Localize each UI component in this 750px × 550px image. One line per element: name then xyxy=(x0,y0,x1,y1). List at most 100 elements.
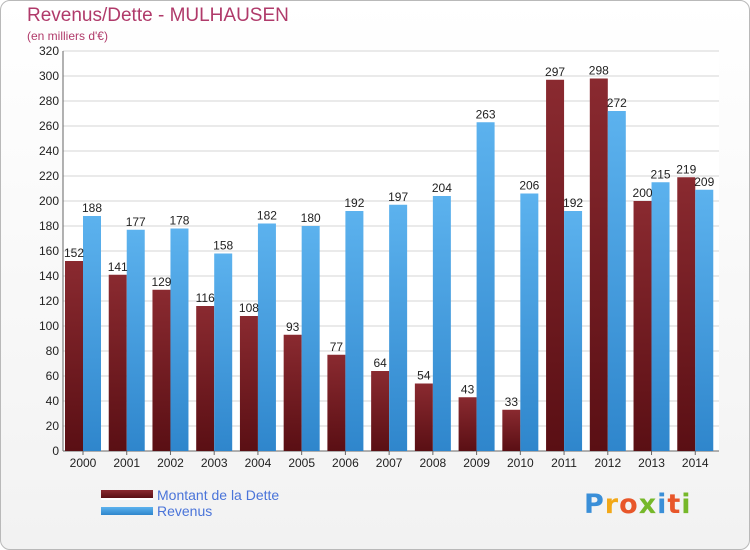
y-tick-label: 180 xyxy=(39,219,59,233)
legend: Montant de la Dette Revenus xyxy=(101,487,279,519)
bar-debt xyxy=(371,371,390,451)
value-label-revenue: 209 xyxy=(694,175,714,189)
bar-debt xyxy=(458,397,477,451)
value-label-revenue: 204 xyxy=(432,181,452,195)
value-label-revenue: 192 xyxy=(563,196,583,210)
y-tick-label: 120 xyxy=(39,294,59,308)
value-label-debt: 77 xyxy=(330,340,344,354)
value-label-debt: 141 xyxy=(108,260,128,274)
value-label-debt: 33 xyxy=(505,395,519,409)
value-label-debt: 43 xyxy=(461,382,475,396)
x-tick-label: 2004 xyxy=(245,456,272,470)
bar-revenue xyxy=(257,223,276,451)
legend-item-debt: Montant de la Dette xyxy=(101,487,279,503)
bar-revenue xyxy=(695,189,714,451)
y-tick-label: 100 xyxy=(39,319,59,333)
bar-debt xyxy=(65,261,83,451)
chart-title: Revenus/Dette - MULHAUSEN xyxy=(27,5,289,26)
bar-debt xyxy=(327,354,346,451)
value-label-revenue: 188 xyxy=(82,201,102,215)
x-tick-label: 2000 xyxy=(70,456,97,470)
bar-debt xyxy=(239,316,258,451)
bar-revenue xyxy=(607,111,626,451)
bar-revenue xyxy=(214,253,233,451)
legend-item-revenue: Revenus xyxy=(101,503,279,519)
y-tick-label: 200 xyxy=(39,194,59,208)
bars xyxy=(65,78,714,451)
bar-debt xyxy=(283,334,302,451)
x-tick-label: 2001 xyxy=(113,456,140,470)
x-tick-label: 2011 xyxy=(551,456,577,470)
y-tick-label: 140 xyxy=(39,269,59,283)
value-label-revenue: 177 xyxy=(126,215,146,229)
value-label-revenue: 180 xyxy=(301,211,321,225)
y-tick-label: 320 xyxy=(39,44,59,58)
value-label-debt: 93 xyxy=(286,320,300,334)
y-tick-label: 280 xyxy=(39,94,59,108)
value-label-debt: 219 xyxy=(676,162,696,176)
proxiti-logo: Proxiti xyxy=(584,489,692,520)
x-tick-label: 2006 xyxy=(332,456,359,470)
value-label-debt: 200 xyxy=(633,186,653,200)
value-label-debt: 108 xyxy=(239,301,259,315)
legend-label-debt: Montant de la Dette xyxy=(157,487,280,503)
legend-swatch-debt xyxy=(101,490,153,500)
bar-debt xyxy=(633,201,652,451)
x-tick-label: 2002 xyxy=(157,456,184,470)
x-tick-label: 2008 xyxy=(420,456,447,470)
y-tick-label: 60 xyxy=(46,369,60,383)
bar-debt xyxy=(677,177,696,451)
x-tick-label: 2014 xyxy=(682,456,709,470)
value-label-debt: 152 xyxy=(64,246,84,260)
bar-revenue xyxy=(520,193,539,451)
y-tick-label: 80 xyxy=(46,344,60,358)
value-label-debt: 64 xyxy=(373,356,387,370)
value-label-debt: 298 xyxy=(589,64,609,78)
bar-revenue xyxy=(170,228,189,451)
value-label-debt: 297 xyxy=(545,65,565,79)
value-label-revenue: 206 xyxy=(519,179,539,193)
bar-revenue xyxy=(651,182,670,451)
x-tick-label: 2013 xyxy=(638,456,665,470)
y-tick-label: 220 xyxy=(39,169,59,183)
value-label-revenue: 197 xyxy=(388,190,408,204)
bar-debt xyxy=(589,78,608,451)
y-tick-label: 20 xyxy=(46,419,60,433)
value-label-revenue: 158 xyxy=(213,239,233,253)
chart-subtitle: (en milliers d'€) xyxy=(27,29,108,43)
value-label-revenue: 272 xyxy=(607,96,627,110)
value-label-revenue: 215 xyxy=(651,167,671,181)
x-tick-label: 2005 xyxy=(288,456,315,470)
bar-debt xyxy=(152,289,171,451)
y-tick-label: 0 xyxy=(52,444,59,458)
x-tick-label: 2012 xyxy=(594,456,621,470)
bar-debt xyxy=(502,409,521,451)
y-tick-label: 260 xyxy=(39,119,59,133)
value-label-revenue: 182 xyxy=(257,209,277,223)
value-label-debt: 116 xyxy=(196,291,215,305)
x-tick-label: 2009 xyxy=(463,456,490,470)
bar-revenue xyxy=(432,196,451,451)
bar-revenue xyxy=(564,211,583,451)
value-label-debt: 129 xyxy=(151,275,171,289)
bar-debt xyxy=(414,383,433,451)
bar-revenue xyxy=(389,204,408,451)
labels: 0 20 40 60 80 100 120 140 160 180 200 220 240 260 280 3… xyxy=(39,44,715,470)
value-label-revenue: 178 xyxy=(169,214,189,228)
legend-swatch-revenue xyxy=(101,507,153,515)
y-tick-label: 40 xyxy=(46,394,60,408)
bar-debt xyxy=(196,306,215,451)
bar-debt xyxy=(546,79,565,451)
y-tick-label: 300 xyxy=(39,69,59,83)
x-tick-label: 2010 xyxy=(507,456,534,470)
x-tick-label: 2003 xyxy=(201,456,228,470)
bar-revenue xyxy=(345,211,364,451)
bar-revenue xyxy=(126,229,145,451)
bar-debt xyxy=(108,274,127,451)
legend-label-revenue: Revenus xyxy=(157,503,213,519)
x-tick-label: 2007 xyxy=(376,456,403,470)
bar-revenue xyxy=(476,122,495,451)
bar-revenue xyxy=(301,226,320,451)
